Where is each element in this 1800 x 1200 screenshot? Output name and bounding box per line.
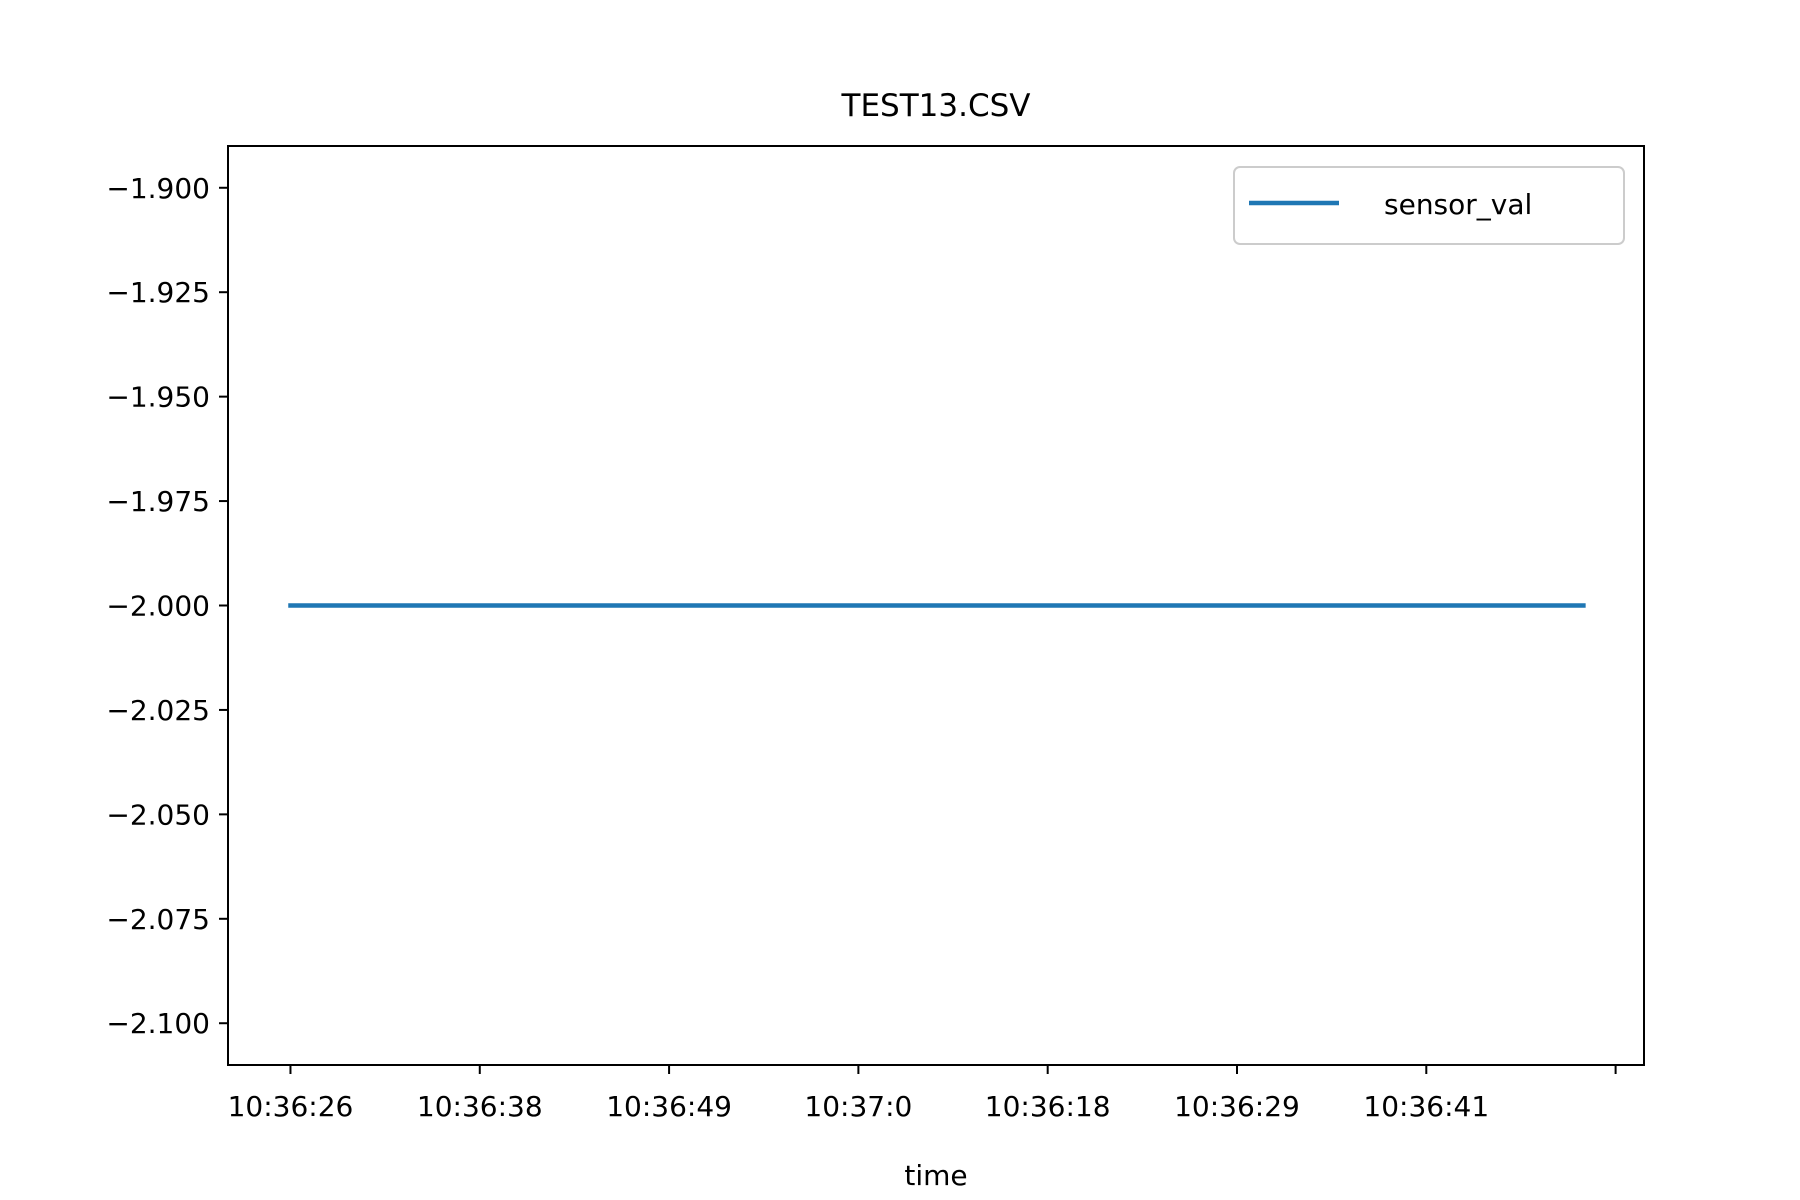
legend-box: [1233, 166, 1625, 245]
x-tick-label: 10:36:18: [985, 1090, 1111, 1123]
y-axis: −1.900 −1.925 −1.950 −1.975 −2.000 −2.025 −2.0…: [106, 172, 228, 1040]
y-tick-label: −2.050: [106, 798, 210, 831]
plot-frame: [227, 145, 1645, 1066]
y-tick-label: −2.100: [106, 1007, 210, 1040]
y-tick-label: −1.950: [106, 381, 210, 414]
x-tick-label: 10:36:38: [417, 1090, 543, 1123]
y-tick-label: −1.925: [106, 276, 210, 309]
x-tick-label: 10:36:41: [1363, 1090, 1489, 1123]
x-tick-label: 10:36:29: [1174, 1090, 1300, 1123]
y-tick-label: −2.075: [106, 903, 210, 936]
x-tick-label: 10:36:26: [228, 1090, 354, 1123]
x-tick-label: 10:36:49: [606, 1090, 732, 1123]
chart-title: TEST13.CSV: [841, 88, 1031, 124]
y-tick-label: −1.975: [106, 485, 210, 518]
y-tick-label: −2.000: [106, 590, 210, 623]
x-tick-label: 10:37:0: [804, 1090, 912, 1123]
y-tick-label: −1.900: [106, 172, 210, 205]
legend: sensor_val: [1233, 166, 1625, 245]
y-tick-label: −2.025: [106, 694, 210, 727]
x-axis: 10:36:26 10:36:38 10:36:49 10:37:0 10:36:18 1…: [228, 1065, 1617, 1123]
x-axis-label: time: [904, 1159, 967, 1192]
legend-label-sensor-val: sensor_val: [1384, 188, 1532, 221]
